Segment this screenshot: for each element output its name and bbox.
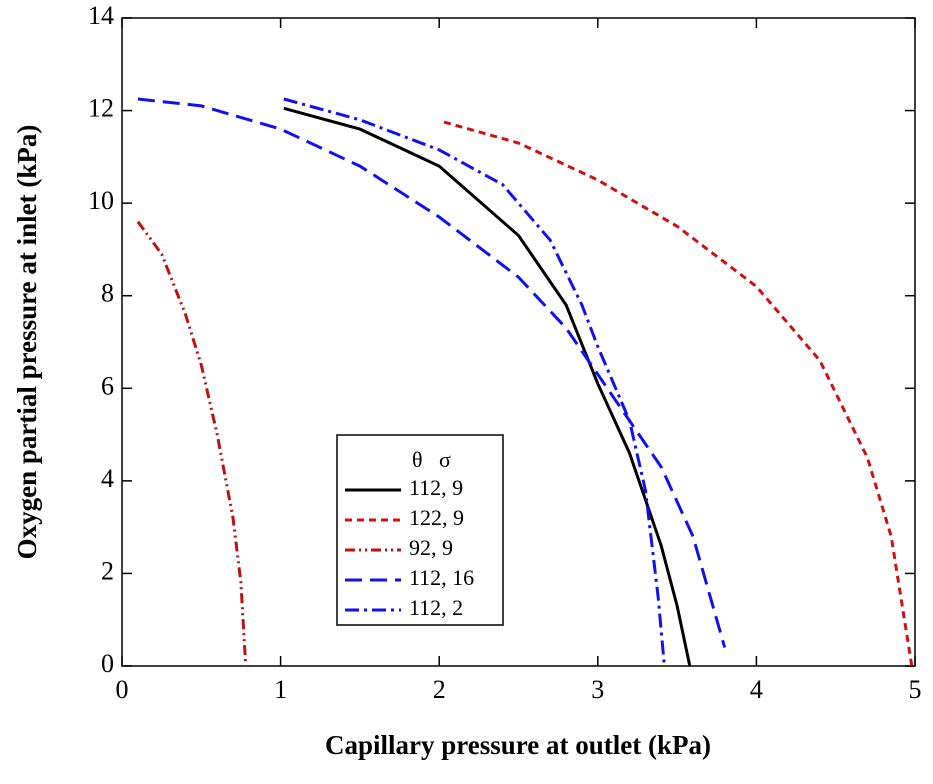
x-tick-label: 4 [750,675,763,704]
legend-label: 122, 9 [409,505,464,530]
legend-label: 112, 9 [409,475,463,500]
y-tick-label: 0 [101,649,114,678]
line [137,97,727,648]
line [283,106,692,667]
legend-label: 112, 2 [409,595,463,620]
legend-title: θ σ [412,447,451,472]
line [443,120,914,667]
x-tick-label: 3 [591,675,604,704]
y-tick-label: 8 [101,279,114,308]
y-tick-label: 2 [101,556,114,585]
x-tick-label: 2 [433,675,446,704]
y-tick-label: 10 [88,186,114,215]
x-tick-label: 5 [909,675,922,704]
line [283,97,666,667]
x-tick-label: 1 [274,675,287,704]
y-tick-label: 4 [101,464,114,493]
x-tick-label: 0 [116,675,129,704]
line [136,220,248,667]
legend-label: 92, 9 [409,535,453,560]
y-tick-label: 14 [88,1,114,30]
legend-label: 112, 16 [409,565,474,590]
y-axis-label: Oxygen partial pressure at inlet (kPa) [12,125,42,560]
x-axis-label: Capillary pressure at outlet (kPa) [325,730,711,760]
y-tick-label: 12 [88,94,114,123]
plot-frame [121,17,916,667]
legend-box [336,434,504,626]
y-tick-label: 6 [101,371,114,400]
